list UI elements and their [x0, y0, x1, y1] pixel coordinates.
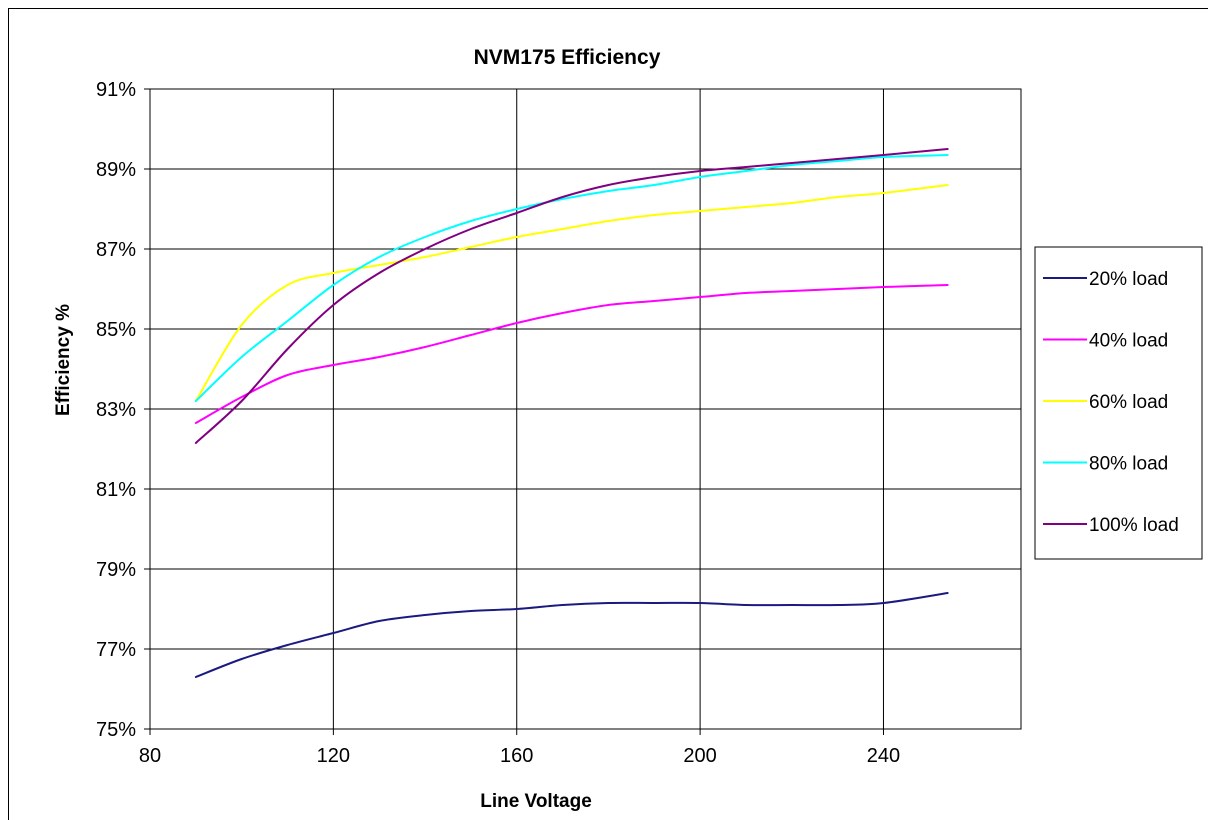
series-line-40pct-load	[194, 284, 949, 424]
y-axis-tick-labels: 75% 77% 79% 81% 83% 85% 87% 89% 91%	[96, 79, 136, 741]
legend-item-100pct-load: 100% load	[1043, 515, 1179, 536]
y-tick-label: 89%	[96, 159, 136, 181]
legend-label: 100% load	[1089, 515, 1179, 536]
x-tick-label: 200	[683, 745, 716, 767]
legend-item-20pct-load: 20% load	[1043, 269, 1168, 290]
series-line-80pct-load	[194, 154, 949, 402]
series-lines	[194, 148, 949, 678]
plot-area	[144, 88, 1022, 735]
y-tick-label: 75%	[96, 719, 136, 741]
legend-label: 80% load	[1089, 454, 1168, 475]
y-tick-label: 81%	[96, 479, 136, 501]
y-tick-label: 85%	[96, 319, 136, 341]
series-line-20pct-load	[194, 592, 949, 678]
legend-label: 60% load	[1089, 392, 1168, 413]
legend-item-80pct-load: 80% load	[1043, 454, 1168, 475]
y-tick-label: 83%	[96, 399, 136, 421]
y-tick-label: 87%	[96, 239, 136, 261]
series-line-100pct-load	[194, 148, 949, 444]
x-axis-tick-labels: 80 120 160 200 240	[139, 745, 900, 767]
legend-item-60pct-load: 60% load	[1043, 392, 1168, 413]
y-tick-label: 77%	[96, 639, 136, 661]
x-tick-label: 120	[317, 745, 350, 767]
legend-label: 40% load	[1089, 331, 1168, 352]
x-tick-label: 160	[500, 745, 533, 767]
y-tick-label: 79%	[96, 559, 136, 581]
legend-item-40pct-load: 40% load	[1043, 331, 1168, 352]
plot-area-border	[149, 88, 1022, 730]
legend-items: 20% load 40% load 60% load 80% load 100% loa…	[1043, 269, 1179, 536]
x-axis-label: Line Voltage	[480, 791, 592, 812]
legend-box	[1034, 246, 1203, 560]
chart-title: NVM175 Efficiency	[474, 46, 661, 69]
x-tick-label: 80	[139, 745, 161, 767]
legend-label: 20% load	[1089, 269, 1168, 290]
y-axis-label: Efficiency %	[53, 304, 74, 416]
series-line-60pct-load	[194, 184, 949, 402]
y-tick-label: 91%	[96, 79, 136, 101]
legend: 20% load 40% load 60% load 80% load 100% loa…	[1034, 246, 1203, 560]
x-tick-label: 240	[867, 745, 900, 767]
